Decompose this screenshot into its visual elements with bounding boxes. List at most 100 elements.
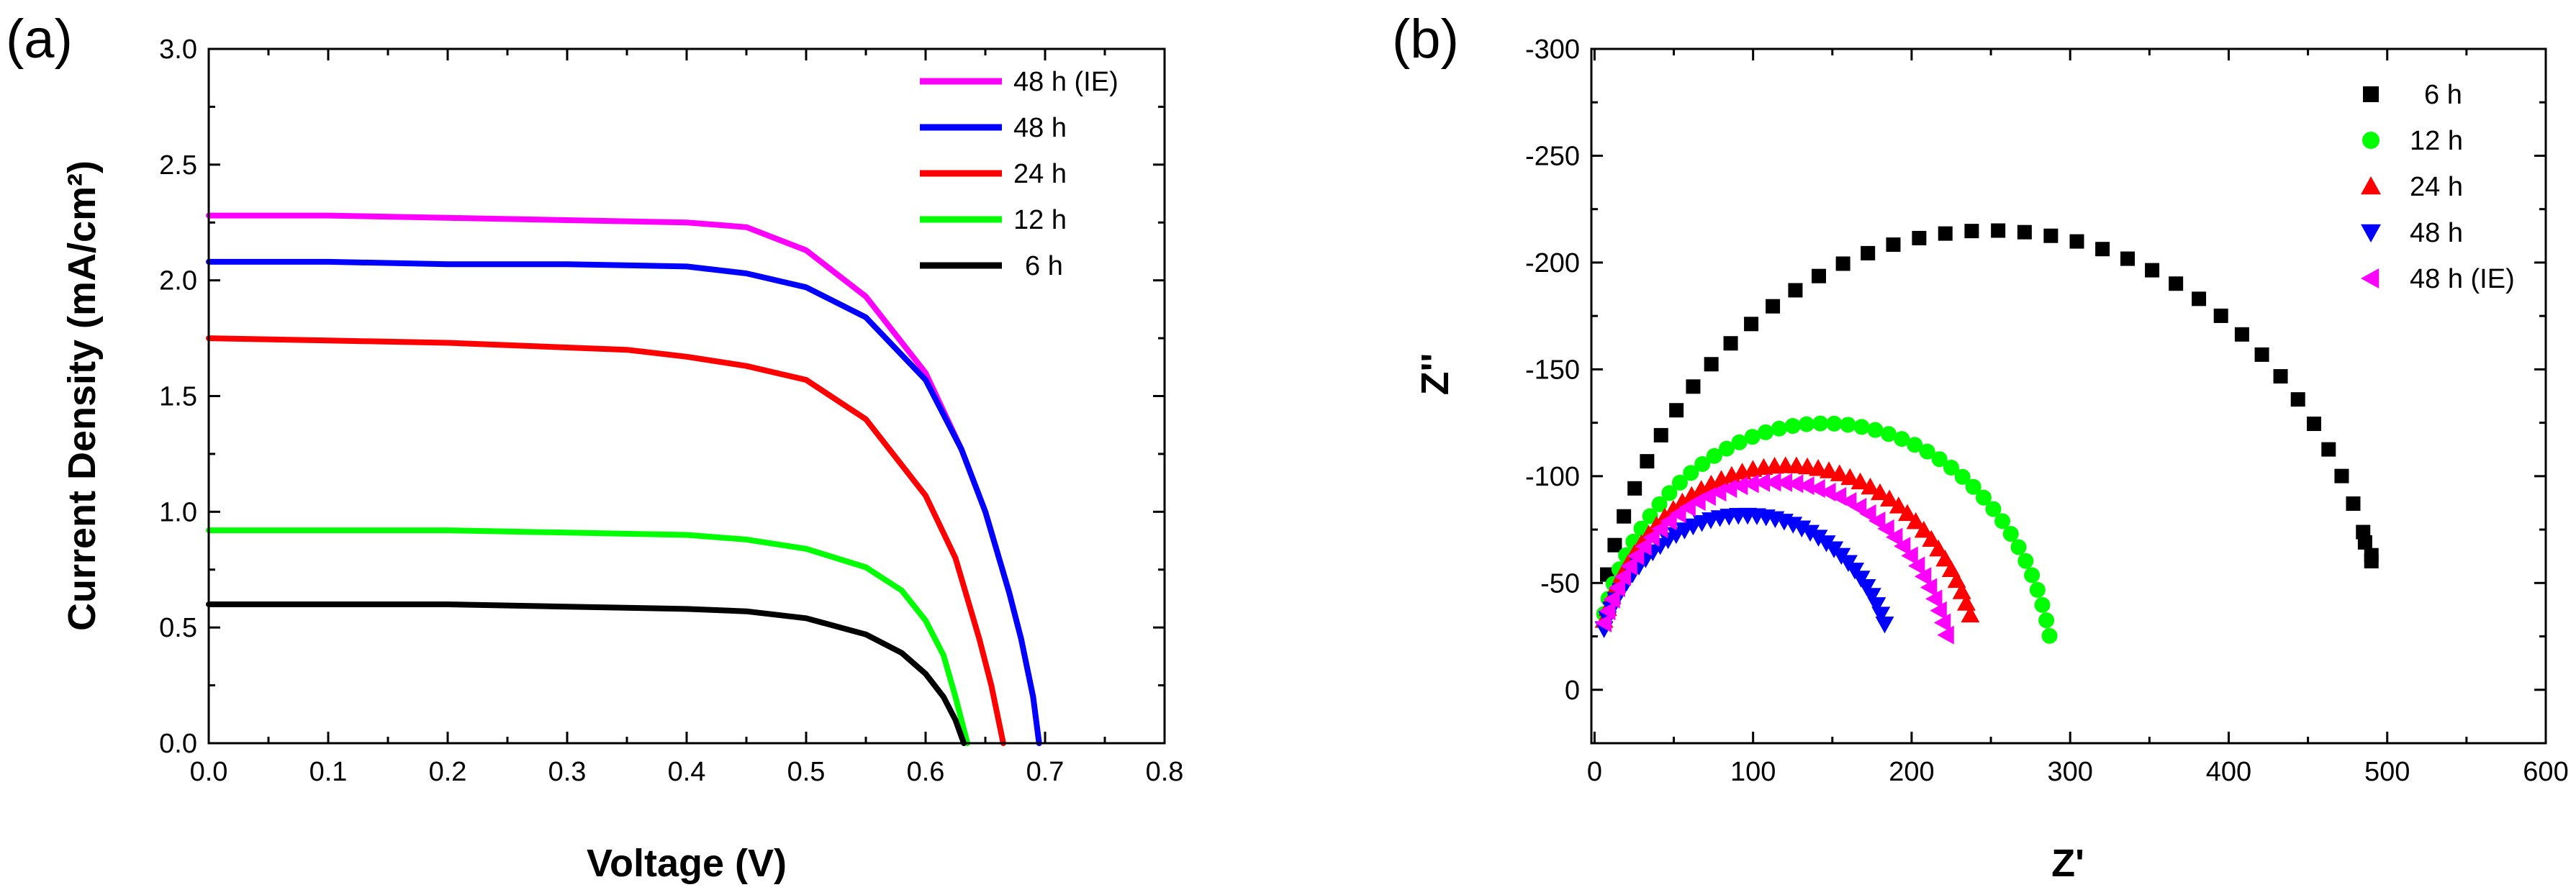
marker-6-h: [2334, 468, 2349, 483]
marker-12-h: [1826, 415, 1843, 432]
marker-12-h: [1784, 418, 1801, 435]
marker-6-h: [1964, 224, 1979, 239]
marker-6-h: [1723, 336, 1738, 351]
panel-a-label: (a): [6, 9, 73, 70]
legend-marker: [2362, 132, 2380, 149]
marker-6-h: [1861, 245, 1876, 260]
marker-48-h: [1857, 579, 1876, 596]
marker-6-h: [2192, 291, 2207, 306]
series-line-6-h: [206, 601, 967, 746]
panel-a-frame: [207, 47, 1166, 745]
legend-label: 24 h: [1013, 159, 1067, 189]
marker-6-h: [1669, 403, 1684, 418]
y-tick-label: 0: [1565, 676, 1580, 706]
marker-24-h: [1830, 464, 1849, 481]
marker-48-h-ie-: [1920, 578, 1938, 597]
marker-48-h-ie-: [1930, 601, 1947, 620]
marker-48-h: [1867, 597, 1886, 614]
marker-6-h: [2017, 224, 2032, 240]
marker-6-h: [1704, 357, 1719, 372]
marker-24-h: [1861, 477, 1880, 495]
marker-24-h: [1906, 512, 1925, 530]
marker-48-h-ie-: [1808, 479, 1825, 499]
marker-48-h-ie-: [1764, 473, 1781, 492]
marker-12-h: [1943, 459, 1959, 476]
marker-24-h: [1870, 483, 1889, 501]
legend-marker: [2361, 176, 2381, 195]
panel-b-ticks: 0 100 200 300 400 500 600 -300 -250 -200 -150 -100 -…: [1525, 35, 2569, 787]
marker-6-h: [2290, 392, 2305, 407]
marker-48-h-ie-: [1937, 625, 1954, 645]
marker-12-h: [1853, 419, 1870, 435]
marker-48-h-ie-: [1877, 519, 1894, 538]
marker-12-h: [1771, 420, 1787, 437]
legend-label: 48 h: [1013, 113, 1067, 143]
panel-a-ylabel: Current Density (mA/cm²): [60, 160, 104, 631]
marker-48-h-ie-: [1594, 613, 1612, 632]
marker-6-h: [1812, 268, 1827, 283]
marker-6-h: [1788, 283, 1803, 298]
marker-12-h: [2010, 539, 2027, 555]
legend-label: 12 h: [2410, 126, 2463, 156]
x-tick-label: 0.0: [190, 757, 228, 787]
marker-24-h: [1880, 489, 1899, 506]
marker-12-h: [1642, 508, 1658, 524]
legend-marker: [2361, 268, 2380, 289]
marker-6-h: [2069, 234, 2084, 249]
marker-6-h: [2364, 548, 2379, 563]
marker-12-h: [1954, 468, 1971, 485]
marker-24-h: [1840, 468, 1860, 486]
marker-24-h: [1922, 530, 1941, 548]
panel-a-legend: 48 h (IE) 48 h 24 h 12 h 6 h: [920, 67, 1118, 281]
marker-6-h: [2234, 327, 2249, 342]
marker-48-h-ie-: [1608, 578, 1625, 597]
marker-6-h: [2254, 347, 2269, 362]
panel-b-label: (b): [1392, 9, 1459, 70]
marker-48-h-ie-: [1914, 567, 1932, 586]
panel-b-xlabel: Z': [2051, 842, 2084, 885]
marker-24-h: [1929, 540, 1948, 557]
legend-label: 6 h: [2424, 80, 2462, 110]
marker-48-h-ie-: [1907, 556, 1925, 576]
marker-48-h: [1871, 606, 1891, 624]
marker-48-h-ie-: [1620, 556, 1637, 576]
y-tick-label: -50: [1540, 568, 1580, 599]
marker-24-h: [1889, 496, 1908, 514]
marker-48-h-ie-: [1894, 537, 1911, 556]
y-tick-label: 3.0: [159, 35, 197, 65]
panel-b-legend: 6 h 12 h 24 h 48 h 48 h (IE): [2361, 80, 2515, 294]
marker-48-h-ie-: [1660, 512, 1677, 531]
marker-12-h: [2041, 627, 2058, 644]
x-tick-label: 100: [1730, 757, 1776, 787]
marker-12-h: [1894, 431, 1910, 448]
marker-48-h-ie-: [1886, 527, 1903, 547]
marker-12-h: [2038, 612, 2055, 629]
marker-48-h-ie-: [1742, 474, 1759, 494]
marker-48-h-ie-: [1859, 504, 1876, 524]
legend-marker: [2361, 224, 2381, 242]
legend-label: 24 h: [2410, 172, 2463, 202]
marker-12-h: [2024, 567, 2041, 583]
marker-24-h: [1935, 550, 1955, 567]
marker-48-h-ie-: [1849, 498, 1867, 517]
y-tick-label: 0.5: [159, 613, 197, 643]
marker-48-h-ie-: [1797, 476, 1815, 496]
marker-48-h: [1875, 616, 1894, 634]
marker-12-h: [1661, 485, 1678, 501]
marker-48-h-ie-: [1925, 589, 1943, 609]
marker-6-h: [1835, 256, 1850, 271]
marker-6-h: [2095, 242, 2110, 257]
marker-12-h: [1985, 501, 2002, 517]
marker-12-h: [1718, 440, 1735, 457]
marker-12-h: [1798, 416, 1815, 432]
marker-6-h: [2346, 496, 2361, 512]
marker-6-h: [1991, 223, 2006, 238]
marker-24-h: [1898, 504, 1917, 522]
x-tick-label: 0.5: [787, 757, 826, 787]
marker-48-h-ie-: [1775, 473, 1792, 492]
marker-48-h-ie-: [1730, 476, 1748, 496]
marker-12-h: [1706, 448, 1722, 464]
marker-6-h: [1617, 509, 1632, 524]
marker-12-h: [1931, 451, 1948, 468]
y-tick-label: 2.5: [159, 150, 197, 181]
